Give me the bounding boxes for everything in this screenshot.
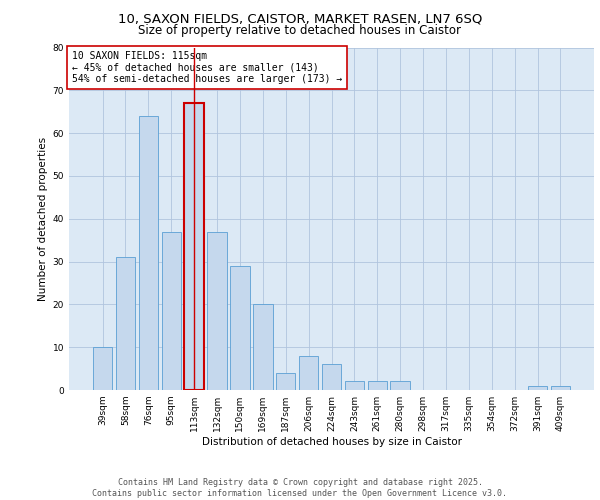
Bar: [551, 386, 570, 390]
Bar: [299, 356, 319, 390]
Text: 10, SAXON FIELDS, CAISTOR, MARKET RASEN, LN7 6SQ: 10, SAXON FIELDS, CAISTOR, MARKET RASEN,…: [118, 12, 482, 26]
Bar: [161, 232, 181, 390]
Bar: [93, 347, 112, 390]
Bar: [230, 266, 250, 390]
Bar: [139, 116, 158, 390]
Text: Contains HM Land Registry data © Crown copyright and database right 2025.
Contai: Contains HM Land Registry data © Crown c…: [92, 478, 508, 498]
Y-axis label: Number of detached properties: Number of detached properties: [38, 136, 49, 301]
Bar: [184, 103, 204, 390]
Bar: [368, 382, 387, 390]
Bar: [253, 304, 272, 390]
Bar: [276, 373, 295, 390]
Bar: [344, 382, 364, 390]
Bar: [116, 258, 135, 390]
Bar: [528, 386, 547, 390]
Text: Size of property relative to detached houses in Caistor: Size of property relative to detached ho…: [139, 24, 461, 37]
X-axis label: Distribution of detached houses by size in Caistor: Distribution of detached houses by size …: [202, 437, 461, 447]
Bar: [322, 364, 341, 390]
Bar: [208, 232, 227, 390]
Text: 10 SAXON FIELDS: 115sqm
← 45% of detached houses are smaller (143)
54% of semi-d: 10 SAXON FIELDS: 115sqm ← 45% of detache…: [71, 51, 342, 84]
Bar: [391, 382, 410, 390]
